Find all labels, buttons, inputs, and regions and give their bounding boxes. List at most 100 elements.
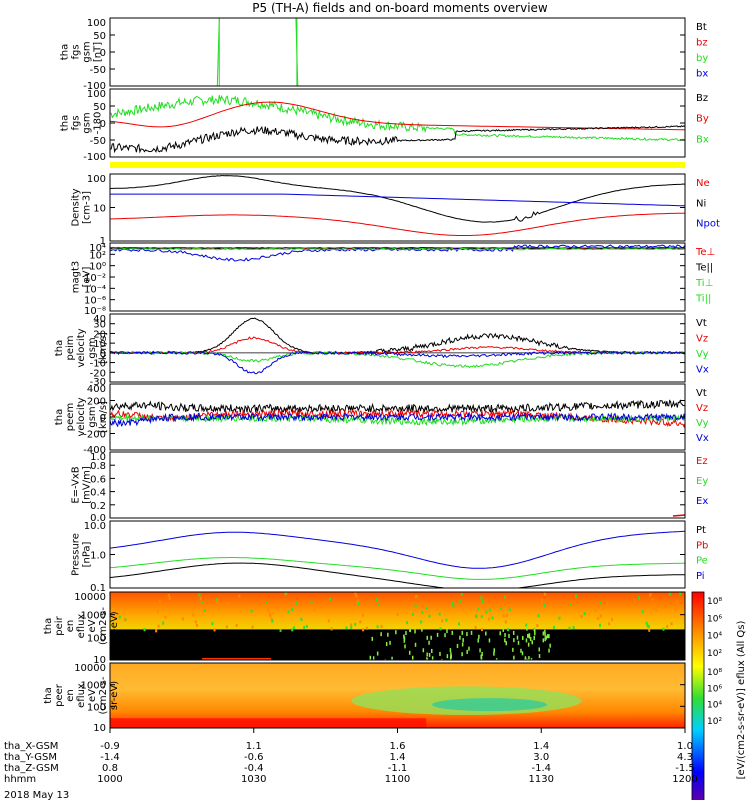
heatmap-cell — [542, 631, 545, 636]
y-axis-label: tha peim velocity gsm [km/s] — [54, 328, 109, 367]
heatmap-cell — [527, 633, 529, 638]
y-label-line: peir — [54, 615, 65, 635]
panel-plot-area — [110, 530, 685, 588]
y-tick-label: 1 — [100, 236, 106, 247]
heatmap-cell — [466, 649, 468, 654]
heatmap-cell — [487, 617, 490, 621]
y-tick-label: 10.0 — [84, 521, 106, 532]
y-tick-label: 10² — [89, 250, 106, 261]
heatmap-cell — [211, 622, 214, 626]
heatmap-cell — [425, 606, 428, 610]
panel-plot-area — [110, 592, 685, 660]
legend-pb: Pb — [696, 540, 708, 551]
heatmap-cell — [493, 651, 495, 656]
legend-vz: Vz — [696, 403, 708, 414]
heatmap-cell — [462, 638, 464, 643]
colorbar: [eV/(cm2-s-sr-eV)] eflux (All Qs) 10⁸ 10⁶… — [691, 591, 747, 800]
panel-frame — [109, 173, 686, 242]
legend-vt: Vt — [696, 388, 707, 399]
heatmap-fill-region — [110, 629, 685, 660]
y-label-line: E=-VxB — [71, 466, 82, 503]
series-density-0 — [110, 175, 685, 223]
heatmap-cell — [679, 592, 682, 596]
heatmap-cell — [480, 655, 483, 660]
heatmap-cell — [491, 616, 494, 620]
y-tick-label: 10⁴ — [89, 243, 106, 254]
heatmap-cell — [422, 648, 425, 653]
heatmap-cell — [354, 622, 357, 626]
panel-peer: 10000 1000 100 10 tha peer en eflux eV (cm2-s-sr-… — [43, 662, 686, 734]
y-tick-label: -400 — [83, 445, 106, 456]
y-tick-label: 100 — [87, 174, 106, 185]
y-tick-label: -50 — [90, 65, 106, 76]
y-tick-label: 100 — [87, 702, 106, 713]
colorbar-tick: 10² — [707, 649, 722, 659]
heatmap-cell — [485, 610, 488, 614]
panel-plot-area — [110, 399, 685, 429]
heatmap-cell — [300, 617, 303, 621]
heatmap-cell — [345, 626, 348, 630]
heatmap-cell — [460, 592, 463, 596]
heatmap-cell — [594, 608, 597, 612]
heatmap-cell — [376, 625, 379, 629]
x-row-label: tha_X-GSM — [4, 741, 58, 752]
heatmap-cell — [213, 628, 216, 632]
y-tick-label: 50 — [93, 31, 106, 42]
y-tick-label: 1000 — [81, 611, 106, 622]
heatmap-cell — [461, 630, 464, 635]
heatmap-cell — [164, 615, 167, 619]
series-peem-0 — [110, 399, 685, 414]
heatmap-cell — [303, 625, 306, 629]
heatmap-cell — [279, 628, 282, 632]
x-value: 1100 — [385, 774, 410, 785]
heatmap-cell — [426, 635, 429, 640]
y-tick-label: 100 — [87, 633, 106, 644]
heatmap-cell — [544, 629, 546, 634]
x-value: 1000 — [97, 774, 122, 785]
y-tick-label: -200 — [83, 430, 106, 441]
heatmap-cell — [436, 632, 439, 637]
heatmap-cell — [608, 622, 611, 626]
y-label-line: velocity — [76, 328, 87, 367]
legend-te||: Te|| — [695, 263, 713, 274]
heatmap-cell — [538, 654, 541, 659]
heatmap-region — [432, 698, 547, 712]
y-tick-label: 30 — [93, 320, 106, 331]
y-tick-label: 100 — [87, 89, 106, 100]
heatmap-cell — [426, 657, 428, 660]
heatmap-cell — [456, 643, 459, 648]
colorbar-tick: 10⁶ — [707, 614, 722, 624]
heatmap-cell — [291, 628, 294, 632]
heatmap-cell — [327, 619, 330, 623]
panel-frame — [109, 17, 686, 87]
heatmap-cell — [199, 597, 202, 601]
y-axis-label: tha fgs gsm -180 — [60, 112, 104, 135]
heatmap-cell — [516, 635, 519, 640]
y-label-line: gsm — [82, 41, 93, 62]
colorbar-tick: 10⁴ — [707, 701, 722, 711]
heatmap-cell — [355, 602, 358, 606]
heatmap-cell — [568, 626, 571, 630]
y-tick-label: 10 — [93, 723, 106, 734]
y-tick-label: 10 — [93, 204, 106, 215]
heatmap-cell — [216, 601, 219, 605]
y-tick-label: 1000 — [81, 681, 106, 692]
heatmap-cell — [446, 654, 449, 659]
heatmap-cell — [569, 602, 572, 606]
heatmap-cell — [265, 603, 268, 607]
x-value: -1.1 — [388, 763, 408, 774]
panel-peem: 400 200 0 -200 -400 tha peem velocity gsm [km/s] V… — [54, 383, 709, 456]
heatmap-band — [202, 657, 271, 660]
x-value: -1.5 — [675, 763, 695, 774]
heatmap-cell — [446, 629, 448, 634]
heatmap-cell — [599, 601, 602, 605]
y-label-line: [km/s] — [98, 332, 109, 364]
heatmap-cell — [504, 633, 506, 638]
x-value: 1130 — [529, 774, 554, 785]
heatmap-cell — [192, 613, 195, 617]
heatmap-cell — [548, 634, 550, 639]
series-peim-0 — [110, 317, 685, 356]
heatmap-cell — [503, 595, 506, 599]
heatmap-cell — [196, 623, 199, 627]
